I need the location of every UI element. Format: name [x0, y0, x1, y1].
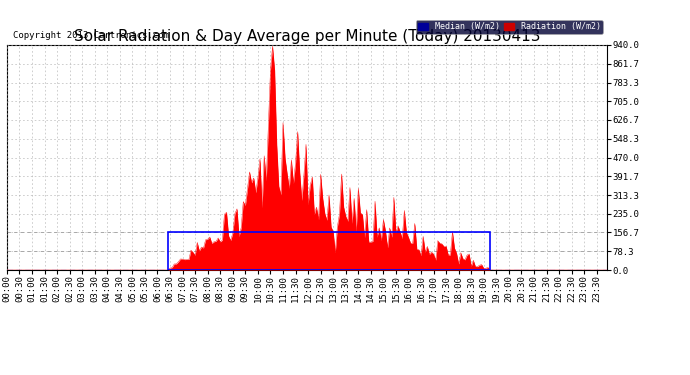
Title: Solar Radiation & Day Average per Minute (Today) 20130413: Solar Radiation & Day Average per Minute… [74, 29, 540, 44]
Bar [168, 232, 490, 270]
Text: Copyright 2013 Cartronics.com: Copyright 2013 Cartronics.com [13, 32, 169, 40]
Legend: Median (W/m2), Radiation (W/m2): Median (W/m2), Radiation (W/m2) [415, 20, 603, 34]
